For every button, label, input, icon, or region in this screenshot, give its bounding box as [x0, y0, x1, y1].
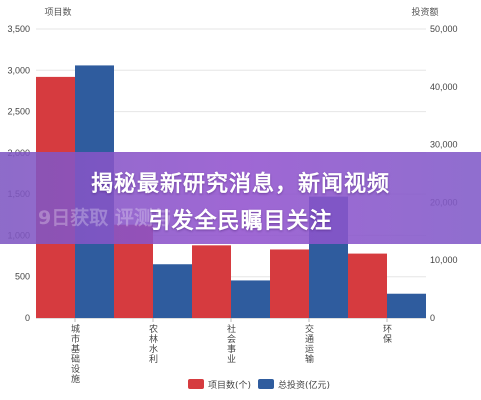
y-left-tick-label: 500	[15, 272, 30, 282]
category-label: 农林水利	[149, 323, 158, 365]
legend-swatch	[188, 379, 204, 389]
y-right-tick-label: 10,000	[430, 255, 458, 265]
legend-label: 项目数(个)	[208, 379, 251, 391]
bar	[387, 293, 426, 318]
category-label: 城市基础设施	[71, 324, 80, 385]
y-right-tick-label: 0	[430, 313, 435, 323]
bar	[270, 249, 309, 318]
y-right-tick-label: 30,000	[430, 140, 458, 150]
y-left-tick-label: 3,000	[7, 65, 30, 75]
legend: 项目数(个) 总投资(亿元)	[188, 379, 330, 391]
category-label: 环保	[383, 324, 392, 345]
headline-banner	[0, 152, 481, 244]
bar	[153, 264, 192, 318]
bar	[348, 253, 387, 318]
y-left-tick-label: 2,500	[7, 107, 30, 117]
bar	[231, 280, 270, 318]
y-axis-right-label: 投资额	[411, 6, 438, 18]
legend-label: 总投资(亿元)	[278, 379, 330, 391]
banner-background-text: 9日获取 评测与	[38, 207, 172, 229]
headline-line-1: 揭秘最新研究消息，新闻视频	[90, 172, 390, 197]
y-left-tick-label: 0	[25, 313, 30, 323]
legend-swatch	[258, 379, 274, 389]
bar	[192, 245, 231, 318]
y-right-tick-label: 40,000	[430, 82, 458, 92]
category-labels: 城市基础设施 农林水利 社会事业 交通运输 环保	[71, 318, 392, 385]
y-axis-left-label: 项目数	[44, 6, 71, 18]
category-label: 交通运输	[305, 323, 314, 365]
headline-line-2: 引发全民瞩目关注	[148, 209, 333, 234]
y-right-tick-label: 50,000	[430, 24, 458, 34]
y-left-tick-label: 3,500	[7, 24, 30, 34]
category-label: 社会事业	[227, 323, 236, 365]
